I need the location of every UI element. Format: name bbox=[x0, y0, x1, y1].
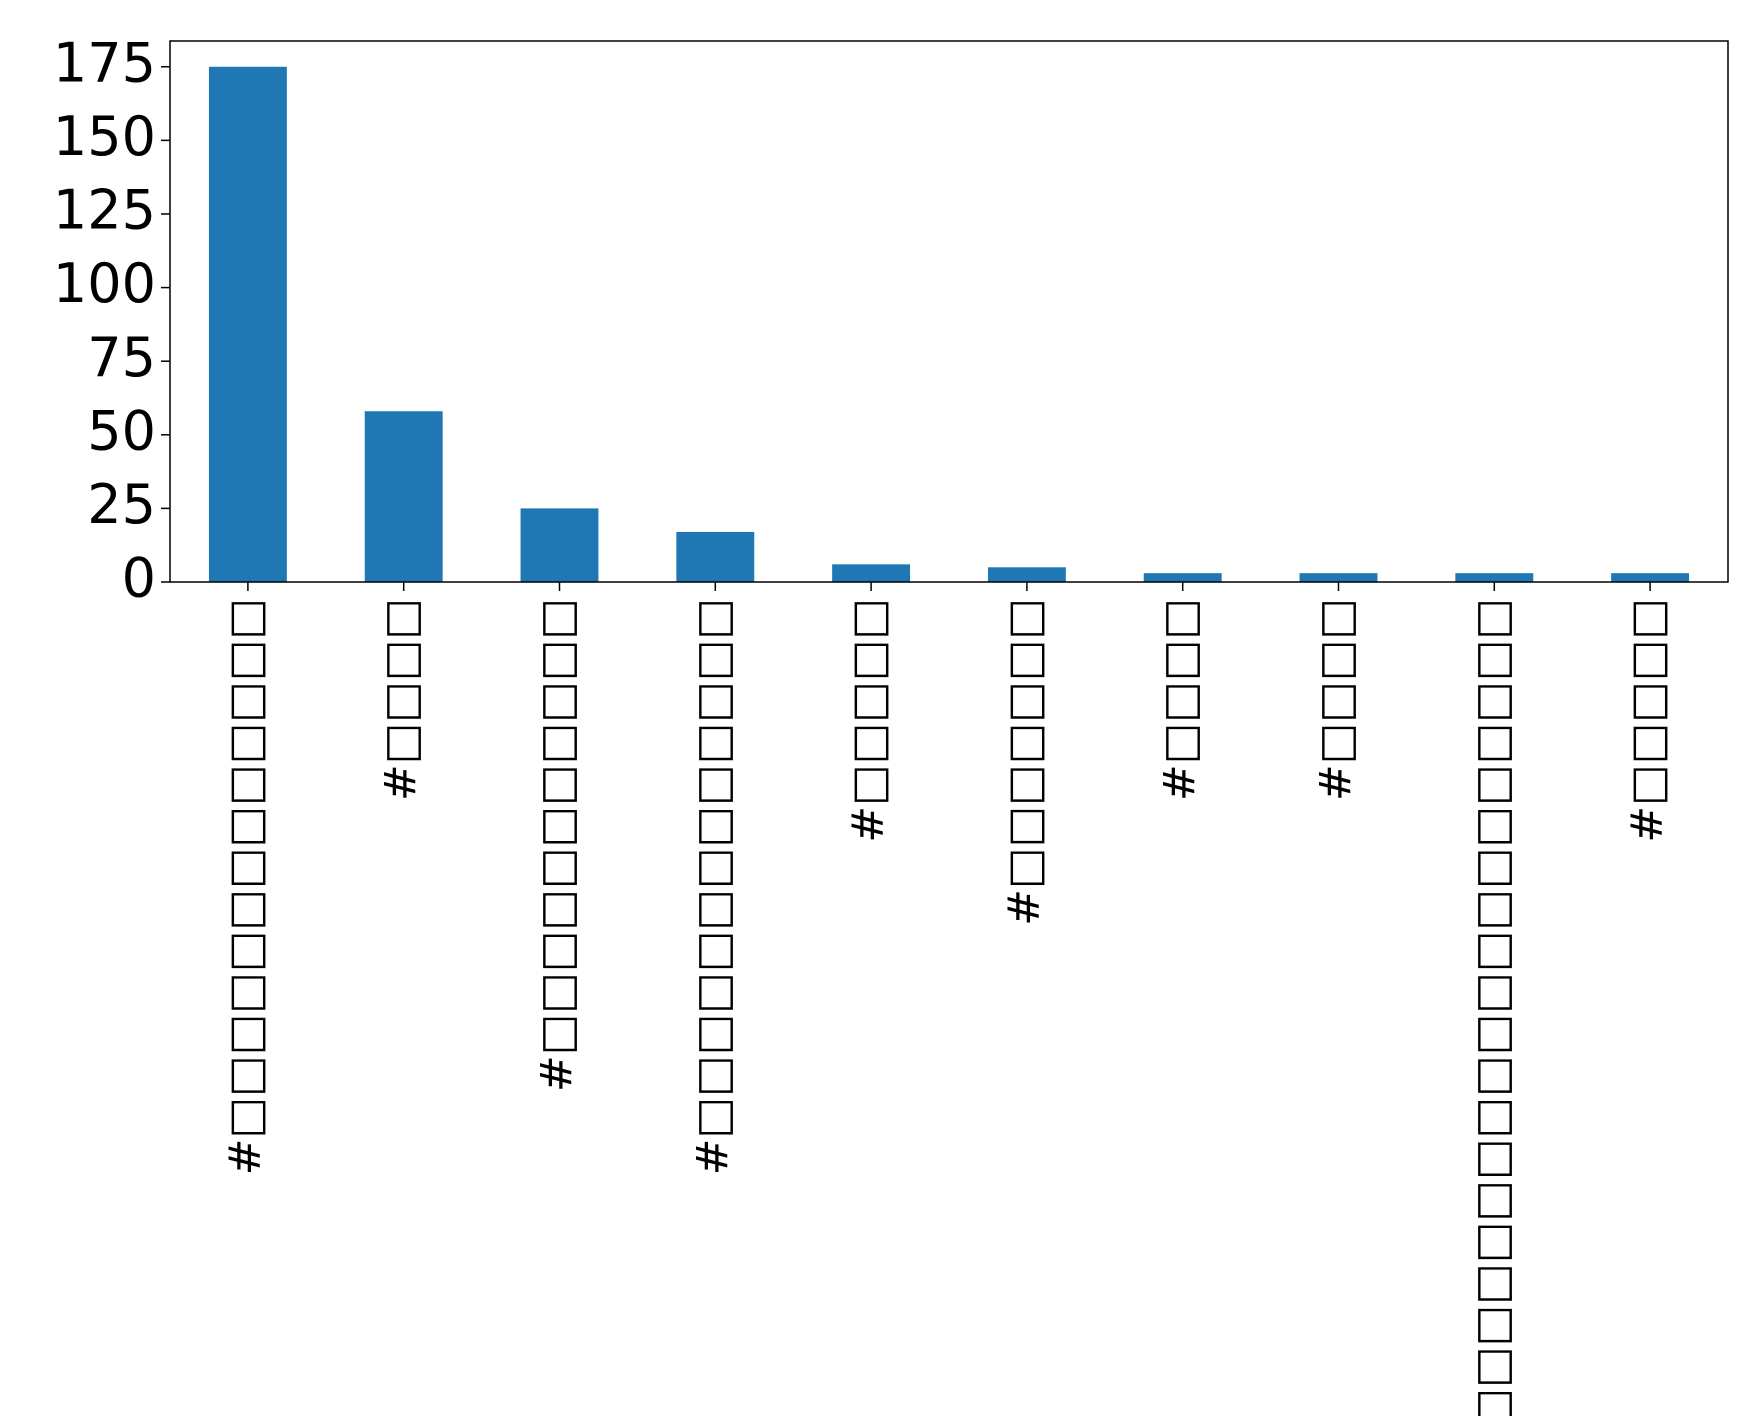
bar bbox=[832, 564, 911, 582]
y-tick-label: 75 bbox=[87, 326, 156, 389]
bar bbox=[987, 567, 1066, 582]
y-tick-label: 125 bbox=[53, 179, 156, 242]
bar bbox=[1455, 573, 1534, 582]
x-tick-label: #□□□□ bbox=[376, 598, 427, 801]
x-tick-label: #□□□□□□□□□□□□□ bbox=[220, 598, 271, 1175]
y-tick-label: 150 bbox=[53, 105, 156, 168]
x-tick-label: #□□□□□ bbox=[1622, 598, 1673, 843]
bar bbox=[520, 508, 599, 582]
y-tick-label: 50 bbox=[87, 399, 156, 462]
plot-frame bbox=[169, 40, 1729, 583]
x-tick-label: #□□□□□□□ bbox=[999, 598, 1050, 926]
bar bbox=[1611, 573, 1690, 582]
bar bbox=[208, 66, 287, 582]
bar bbox=[1299, 573, 1378, 582]
x-tick-label: #□□□□□□□□□□□□□ bbox=[687, 598, 738, 1175]
y-tick-label: 175 bbox=[53, 31, 156, 94]
x-tick-label: □□□□□□□□□□□□□□□□□□□□□ bbox=[1466, 598, 1517, 1416]
x-tick-label: #□□□□□□□□□□□ bbox=[532, 598, 583, 1092]
bar bbox=[676, 531, 755, 582]
x-tick-label: #□□□□ bbox=[1155, 598, 1206, 801]
x-tick-label: #□□□□□ bbox=[843, 598, 894, 843]
bar bbox=[364, 411, 443, 582]
y-tick-label: 0 bbox=[122, 547, 156, 610]
bar bbox=[1143, 573, 1222, 582]
x-tick-label: #□□□□ bbox=[1311, 598, 1362, 801]
y-tick-label: 100 bbox=[53, 252, 156, 315]
y-tick-label: 25 bbox=[87, 473, 156, 536]
